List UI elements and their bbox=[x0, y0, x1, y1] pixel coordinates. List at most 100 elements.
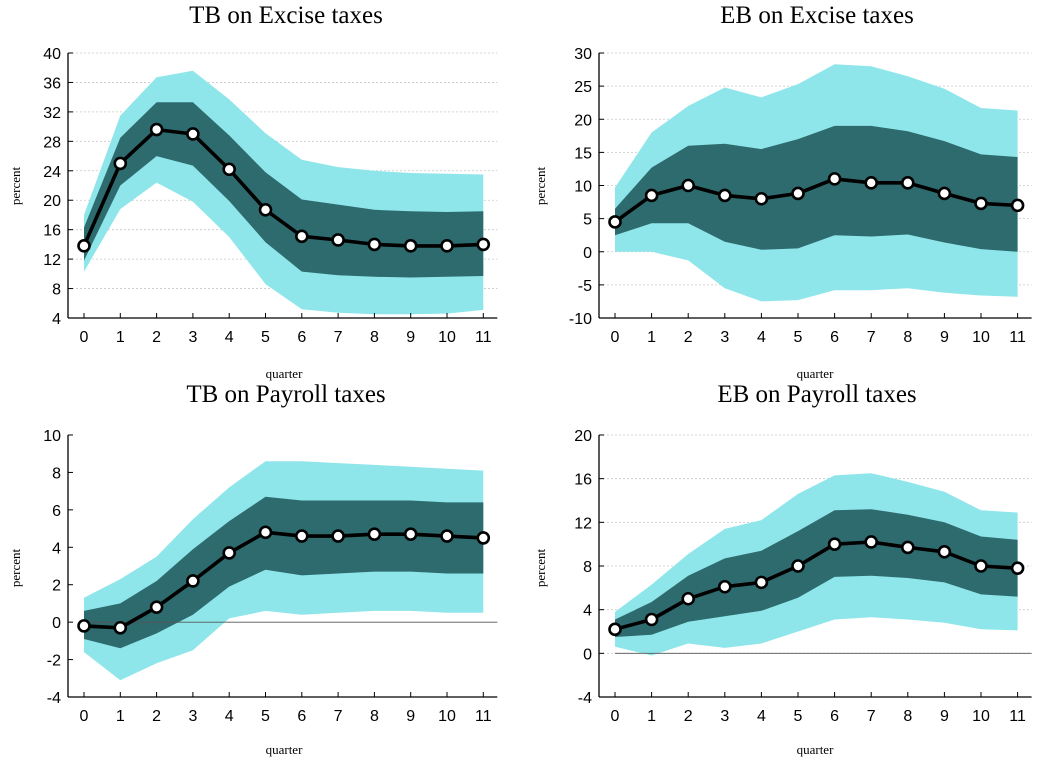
x-tick-label: 10 bbox=[438, 329, 456, 346]
x-tick-label: 9 bbox=[940, 708, 949, 725]
data-point bbox=[113, 156, 128, 171]
panel-eb-excise: EB on Excise taxes percent quarter -10 -5… bbox=[533, 2, 1032, 381]
x-axis-label: quarter bbox=[266, 366, 303, 381]
y-tick-label: 36 bbox=[43, 75, 61, 92]
y-tick-label: 16 bbox=[574, 472, 592, 489]
x-tick-label: 5 bbox=[261, 329, 270, 346]
x-tick-label: 4 bbox=[225, 708, 234, 725]
x-tick-label: 10 bbox=[972, 329, 990, 346]
data-point bbox=[149, 600, 164, 614]
x-tick-label: 5 bbox=[261, 708, 270, 725]
y-tick-label: 10 bbox=[43, 428, 61, 445]
x-axis-label: quarter bbox=[797, 366, 834, 381]
data-point bbox=[294, 229, 309, 244]
y-tick-label: 5 bbox=[583, 212, 592, 229]
data-point bbox=[476, 531, 491, 545]
y-tick-label: 32 bbox=[43, 105, 61, 122]
inner-confidence-band bbox=[615, 125, 1018, 252]
inner-confidence-band bbox=[84, 102, 484, 278]
x-tick-label: 3 bbox=[720, 708, 729, 725]
y-tick-label: 6 bbox=[52, 503, 61, 520]
y-tick-label: -2 bbox=[47, 653, 61, 670]
data-point bbox=[294, 529, 309, 543]
panel-title: TB on Excise taxes bbox=[189, 2, 383, 29]
y-tick-label: -10 bbox=[569, 311, 592, 328]
y-tick-label: -4 bbox=[578, 690, 592, 707]
x-tick-label: 7 bbox=[334, 708, 343, 725]
data-point bbox=[937, 545, 952, 559]
x-axis-label: quarter bbox=[266, 742, 303, 757]
x-tick-label: 0 bbox=[80, 329, 89, 346]
y-tick-label: 15 bbox=[574, 145, 592, 162]
data-point bbox=[403, 527, 418, 541]
x-tick-label: 11 bbox=[475, 329, 492, 346]
panel-title: EB on Payroll taxes bbox=[717, 381, 916, 408]
panel-title: EB on Excise taxes bbox=[720, 2, 914, 29]
inner-confidence-band bbox=[615, 509, 1018, 637]
data-point bbox=[754, 191, 769, 206]
y-axis-label: percent bbox=[8, 166, 23, 205]
y-tick-label: 8 bbox=[52, 465, 61, 482]
y-tick-label: 8 bbox=[583, 559, 592, 576]
x-tick-label: 2 bbox=[684, 329, 693, 346]
data-point bbox=[974, 559, 988, 573]
x-tick-label: 4 bbox=[757, 708, 766, 725]
x-tick-label: 8 bbox=[370, 329, 379, 346]
data-point bbox=[1010, 561, 1025, 575]
data-point bbox=[113, 620, 128, 635]
y-tick-label: 12 bbox=[43, 252, 61, 269]
data-point bbox=[827, 172, 842, 186]
data-point bbox=[791, 559, 805, 573]
data-point bbox=[331, 233, 345, 247]
x-tick-label: 2 bbox=[684, 708, 693, 725]
panel-tb-excise: TB on Excise taxes percent quarter 4 8 12 1… bbox=[8, 2, 498, 381]
data-point bbox=[681, 591, 696, 606]
panel-eb-payroll: EB on Payroll taxes percent quarter -4 0 4… bbox=[533, 381, 1032, 757]
y-tick-label: 10 bbox=[574, 179, 592, 196]
x-tick-label: 10 bbox=[438, 708, 456, 725]
data-point bbox=[403, 239, 418, 253]
data-point bbox=[367, 237, 382, 252]
x-tick-label: 11 bbox=[475, 708, 492, 725]
data-point bbox=[331, 529, 345, 543]
data-point bbox=[644, 188, 659, 203]
x-tick-label: 9 bbox=[940, 329, 949, 346]
y-tick-label: 0 bbox=[583, 245, 592, 262]
y-tick-label: 20 bbox=[574, 428, 592, 445]
x-tick-label: 5 bbox=[794, 329, 803, 346]
panel-title: TB on Payroll taxes bbox=[186, 381, 385, 408]
y-axis-label: percent bbox=[533, 166, 548, 205]
x-tick-label: 5 bbox=[794, 708, 803, 725]
x-tick-label: 3 bbox=[188, 329, 197, 346]
data-point bbox=[1010, 198, 1025, 213]
data-point bbox=[222, 546, 236, 560]
data-point bbox=[900, 176, 915, 190]
y-tick-label: 4 bbox=[52, 540, 61, 557]
y-tick-label: 2 bbox=[52, 578, 61, 595]
data-point bbox=[608, 622, 622, 637]
data-point bbox=[791, 186, 805, 201]
x-tick-label: 0 bbox=[611, 708, 620, 725]
x-tick-label: 6 bbox=[830, 708, 839, 725]
data-point bbox=[222, 162, 236, 177]
data-point bbox=[864, 176, 879, 190]
y-tick-label: 4 bbox=[52, 311, 61, 328]
data-point bbox=[440, 239, 454, 253]
y-tick-label: 24 bbox=[43, 164, 61, 181]
x-tick-label: 2 bbox=[152, 708, 161, 725]
data-point bbox=[864, 535, 879, 549]
y-tick-label: 8 bbox=[52, 282, 61, 299]
data-point bbox=[476, 237, 491, 252]
x-tick-label: 3 bbox=[188, 708, 197, 725]
y-tick-label: 40 bbox=[43, 46, 61, 63]
x-tick-label: 0 bbox=[611, 329, 620, 346]
x-tick-label: 8 bbox=[903, 329, 912, 346]
x-tick-label: 7 bbox=[334, 329, 343, 346]
x-axis-label: quarter bbox=[797, 742, 834, 757]
y-tick-label: 25 bbox=[574, 79, 592, 96]
x-tick-label: 10 bbox=[972, 708, 990, 725]
y-tick-label: -5 bbox=[578, 278, 592, 295]
data-point bbox=[644, 612, 659, 627]
y-tick-label: 0 bbox=[583, 646, 592, 663]
